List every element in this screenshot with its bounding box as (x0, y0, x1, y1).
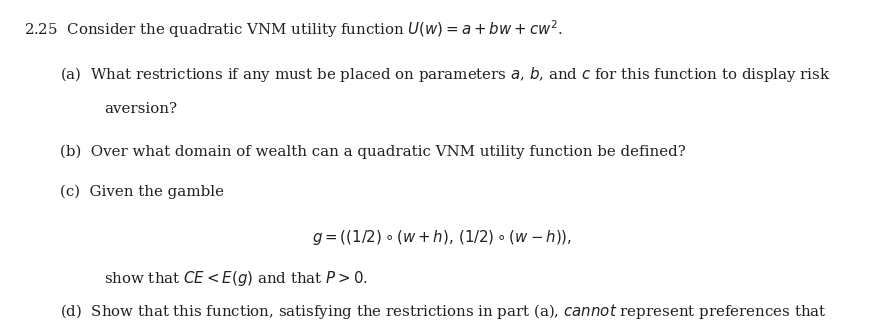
Text: (b)  Over what domain of wealth can a quadratic VNM utility function be defined?: (b) Over what domain of wealth can a qua… (60, 144, 686, 158)
Text: (a)  What restrictions if any must be placed on parameters $a$, $b$, and $c$ for: (a) What restrictions if any must be pla… (60, 65, 831, 84)
Text: 2.25  Consider the quadratic VNM utility function $U(w) = a + bw + cw^2$.: 2.25 Consider the quadratic VNM utility … (24, 18, 563, 40)
Text: show that $\mathit{CE} < E(g)$ and that $P > 0$.: show that $\mathit{CE} < E(g)$ and that … (104, 269, 369, 288)
Text: $g = ((1/2) \circ (w + h),\, (1/2) \circ (w - h)),$: $g = ((1/2) \circ (w + h),\, (1/2) \circ… (312, 228, 572, 248)
Text: (c)  Given the gamble: (c) Given the gamble (60, 185, 225, 199)
Text: aversion?: aversion? (104, 102, 178, 116)
Text: (d)  Show that this function, satisfying the restrictions in part (a), $\mathit{: (d) Show that this function, satisfying … (60, 302, 827, 321)
